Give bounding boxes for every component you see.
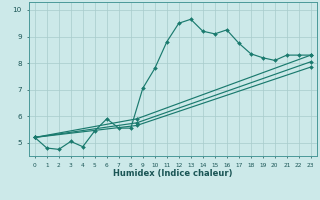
X-axis label: Humidex (Indice chaleur): Humidex (Indice chaleur) — [113, 169, 233, 178]
